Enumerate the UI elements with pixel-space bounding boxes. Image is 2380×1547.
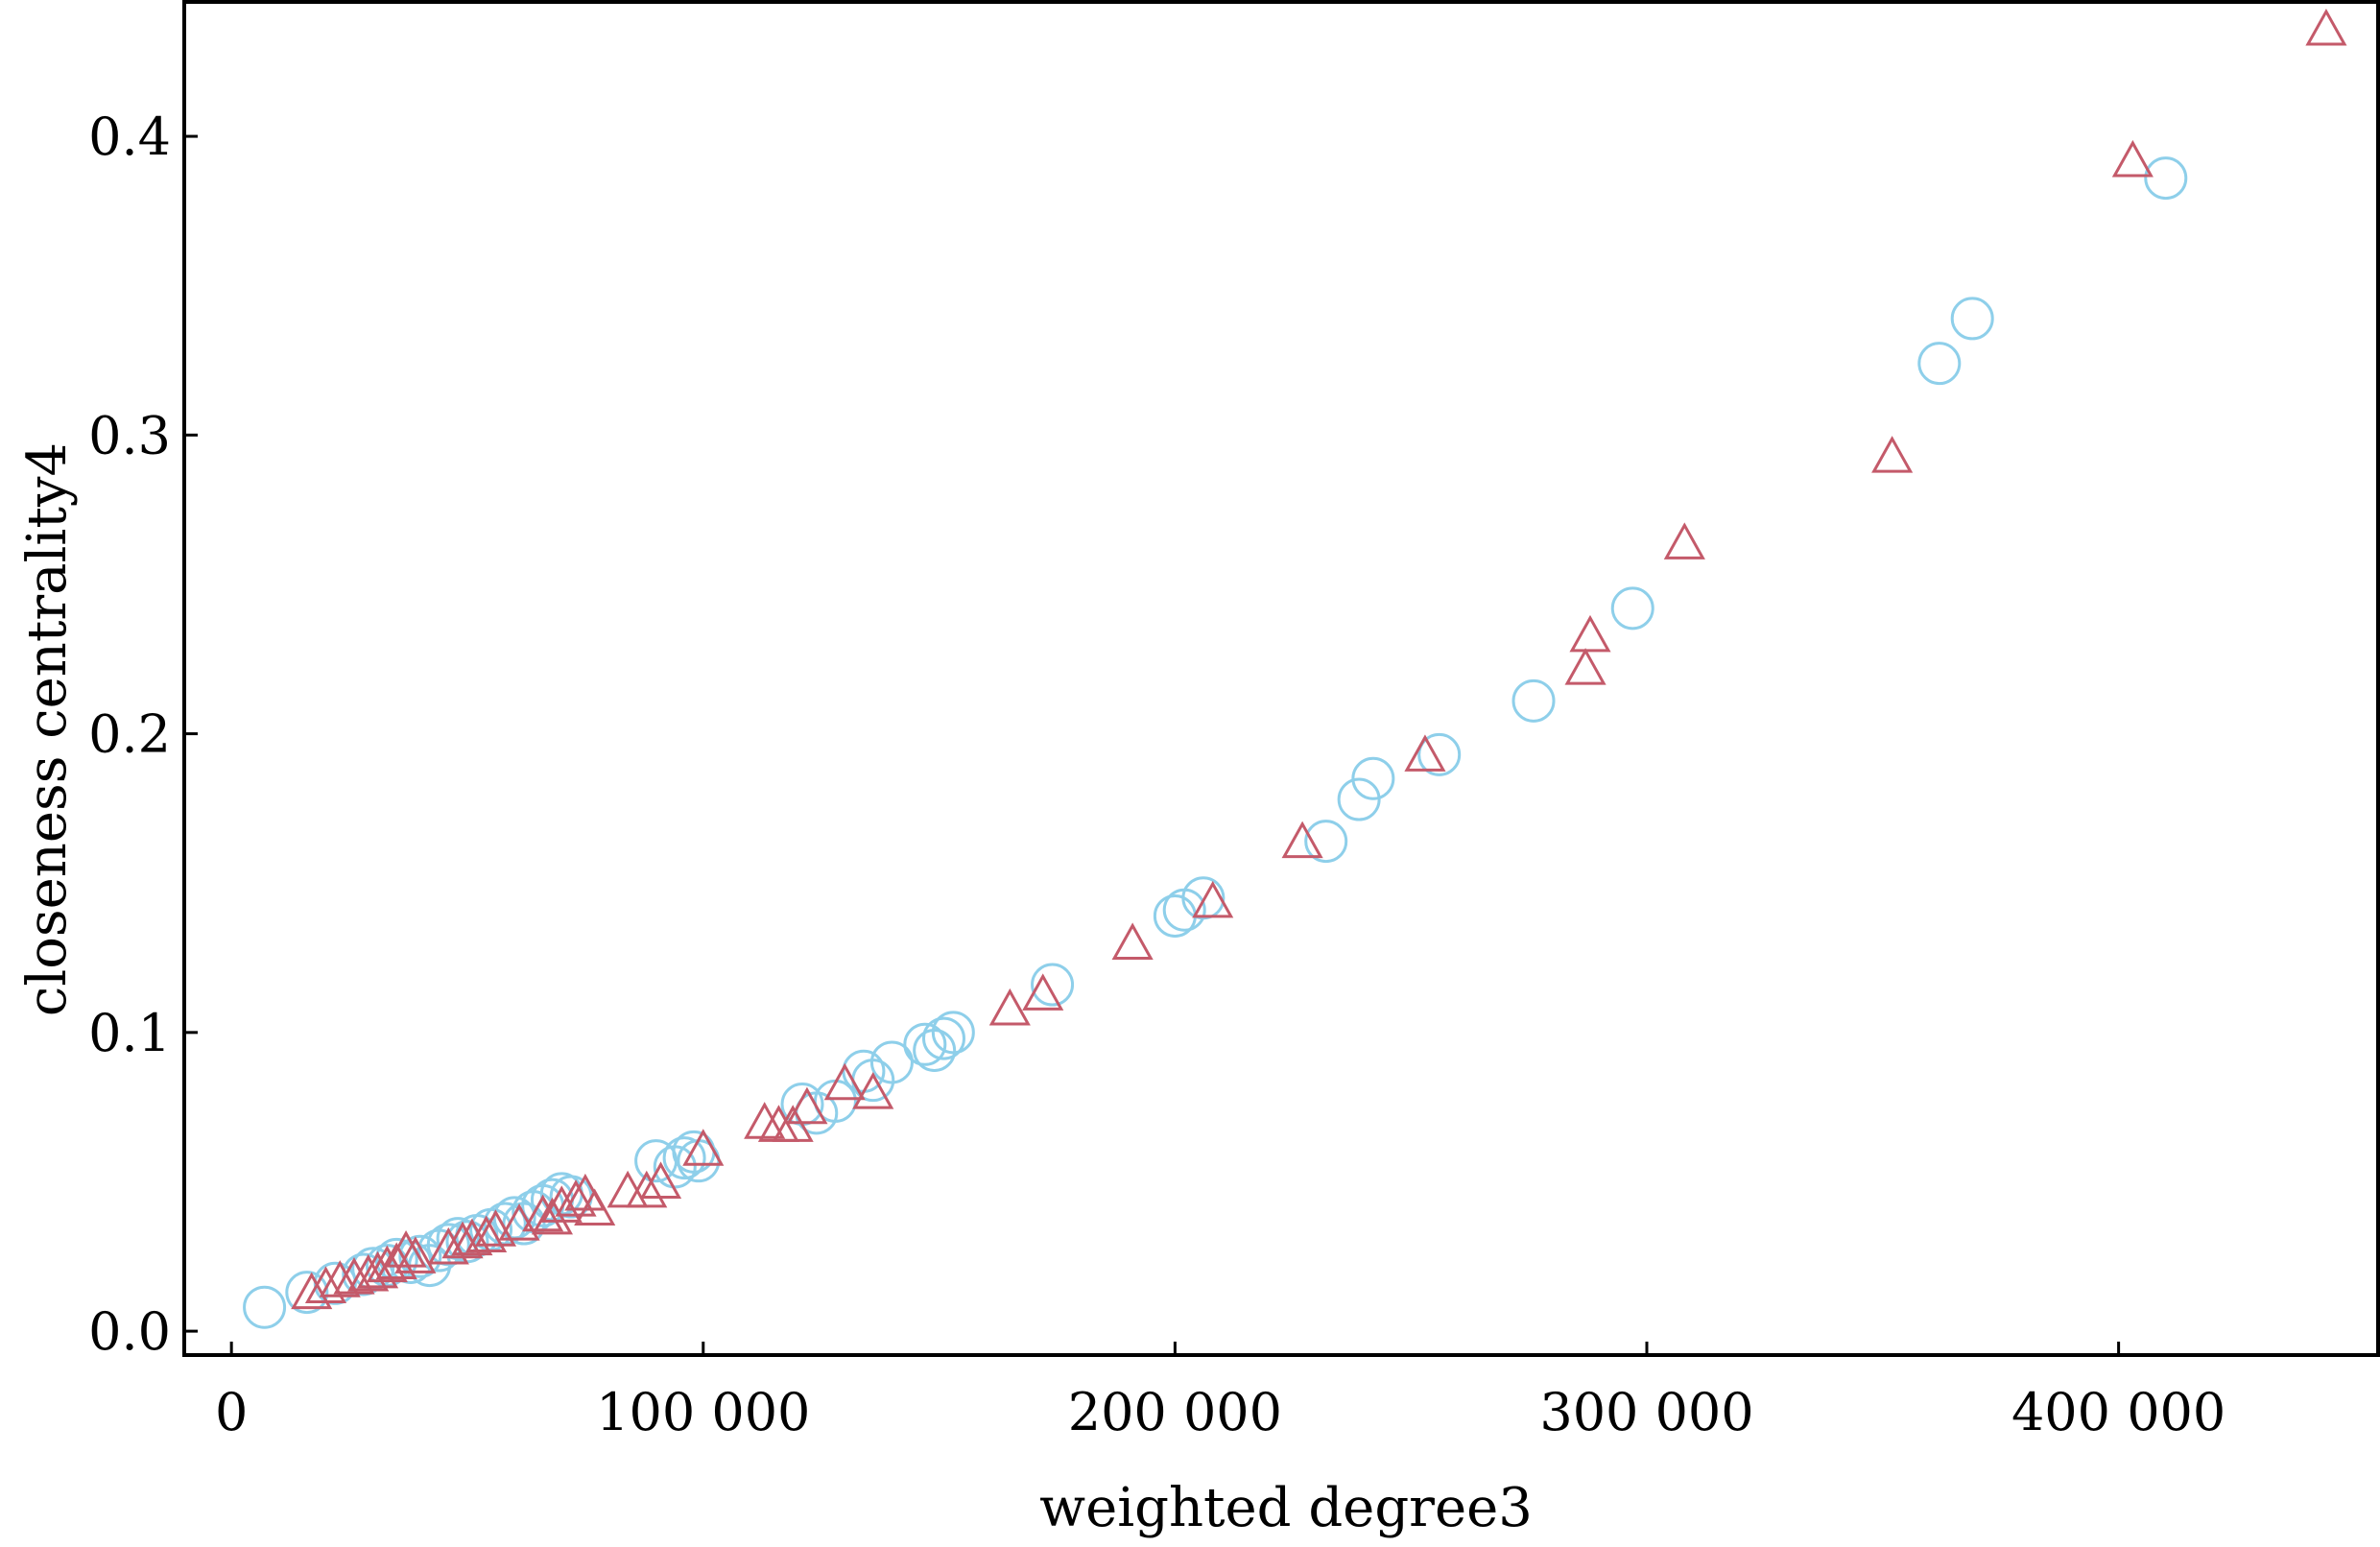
y-tick-label: 0.0 xyxy=(88,1301,171,1362)
triangle-point xyxy=(1022,973,1064,1011)
x-tick-label: 300 000 xyxy=(1539,1382,1753,1442)
triangle-point xyxy=(2111,139,2154,178)
circle-point xyxy=(921,1016,965,1060)
circle-point xyxy=(285,1271,329,1315)
triangle-point xyxy=(319,1260,361,1297)
plot-frame xyxy=(182,0,2380,1357)
triangle-point xyxy=(772,1105,814,1142)
y-tick-label: 0.3 xyxy=(88,405,171,465)
triangle-point xyxy=(823,1062,866,1101)
triangle-point xyxy=(474,1209,517,1247)
y-tick-label: 0.4 xyxy=(88,107,171,167)
circle-point xyxy=(931,1011,975,1055)
x-tick-label: 400 000 xyxy=(2011,1382,2225,1442)
y-tick-label: 0.2 xyxy=(88,704,171,765)
circle-point xyxy=(1610,586,1654,631)
triangle-point xyxy=(607,1170,649,1208)
y-axis-ticks: 0.0 0.1 0.2 0.3 0.4 xyxy=(88,107,198,1362)
x-axis-ticks: 0 100 000 200 000 300 000 400 000 xyxy=(215,1342,2225,1442)
circle-point xyxy=(662,1136,706,1180)
circle-point xyxy=(869,1040,914,1084)
x-tick-label: 200 000 xyxy=(1068,1382,1282,1442)
y-tick-label: 0.1 xyxy=(88,1003,171,1063)
triangle-point xyxy=(555,1179,597,1217)
x-axis-title: weighted degree3 xyxy=(1039,1477,1533,1539)
circle-point xyxy=(1181,876,1226,920)
triangle-point xyxy=(531,1197,574,1235)
triangle-point xyxy=(2305,8,2347,46)
triangle-point xyxy=(988,988,1031,1026)
circle-point xyxy=(1917,342,1962,386)
triangle-point xyxy=(385,1230,427,1268)
x-tick-label: 0 xyxy=(215,1382,248,1442)
triangle-point xyxy=(441,1221,484,1259)
triangle-point xyxy=(626,1170,668,1208)
triangle-point xyxy=(522,1194,564,1232)
triangle-point xyxy=(744,1102,786,1139)
triangle-point xyxy=(394,1236,437,1273)
circle-point xyxy=(1417,732,1462,776)
triangle-point xyxy=(304,1266,347,1303)
triangle-point xyxy=(347,1253,390,1292)
x-tick-label: 100 000 xyxy=(596,1382,810,1442)
circle-point xyxy=(1031,963,1075,1007)
triangle-point xyxy=(786,1086,828,1125)
triangle-point xyxy=(1564,648,1606,685)
triangle-point xyxy=(682,1129,725,1166)
y-axis-title: closeness centrality4 xyxy=(16,442,79,1016)
triangle-point xyxy=(574,1188,616,1226)
circle-point xyxy=(2144,156,2188,201)
circle-point xyxy=(398,1234,442,1278)
triangle-point xyxy=(375,1242,417,1280)
circle-point xyxy=(243,1285,287,1329)
circle-point xyxy=(903,1022,947,1066)
triangle-point xyxy=(639,1161,682,1200)
circle-point xyxy=(1511,678,1556,723)
triangle-point xyxy=(1192,880,1234,918)
data-points xyxy=(243,8,2347,1329)
circle-point xyxy=(1351,756,1395,800)
triangle-point xyxy=(1281,821,1323,859)
triangle-point xyxy=(291,1272,333,1310)
circle-point xyxy=(426,1223,470,1267)
triangle-point xyxy=(1404,734,1446,772)
triangle-point xyxy=(465,1215,508,1253)
circle-point xyxy=(1950,297,1994,341)
triangle-point xyxy=(1871,436,1914,473)
triangle-point xyxy=(357,1250,399,1289)
triangle-point xyxy=(1663,522,1705,559)
triangle-point xyxy=(1569,614,1611,653)
circle-point xyxy=(1304,820,1348,864)
triangle-point xyxy=(852,1072,894,1109)
triangle-point xyxy=(333,1257,375,1295)
triangle-point xyxy=(1111,922,1154,960)
circle-point xyxy=(1337,777,1381,821)
